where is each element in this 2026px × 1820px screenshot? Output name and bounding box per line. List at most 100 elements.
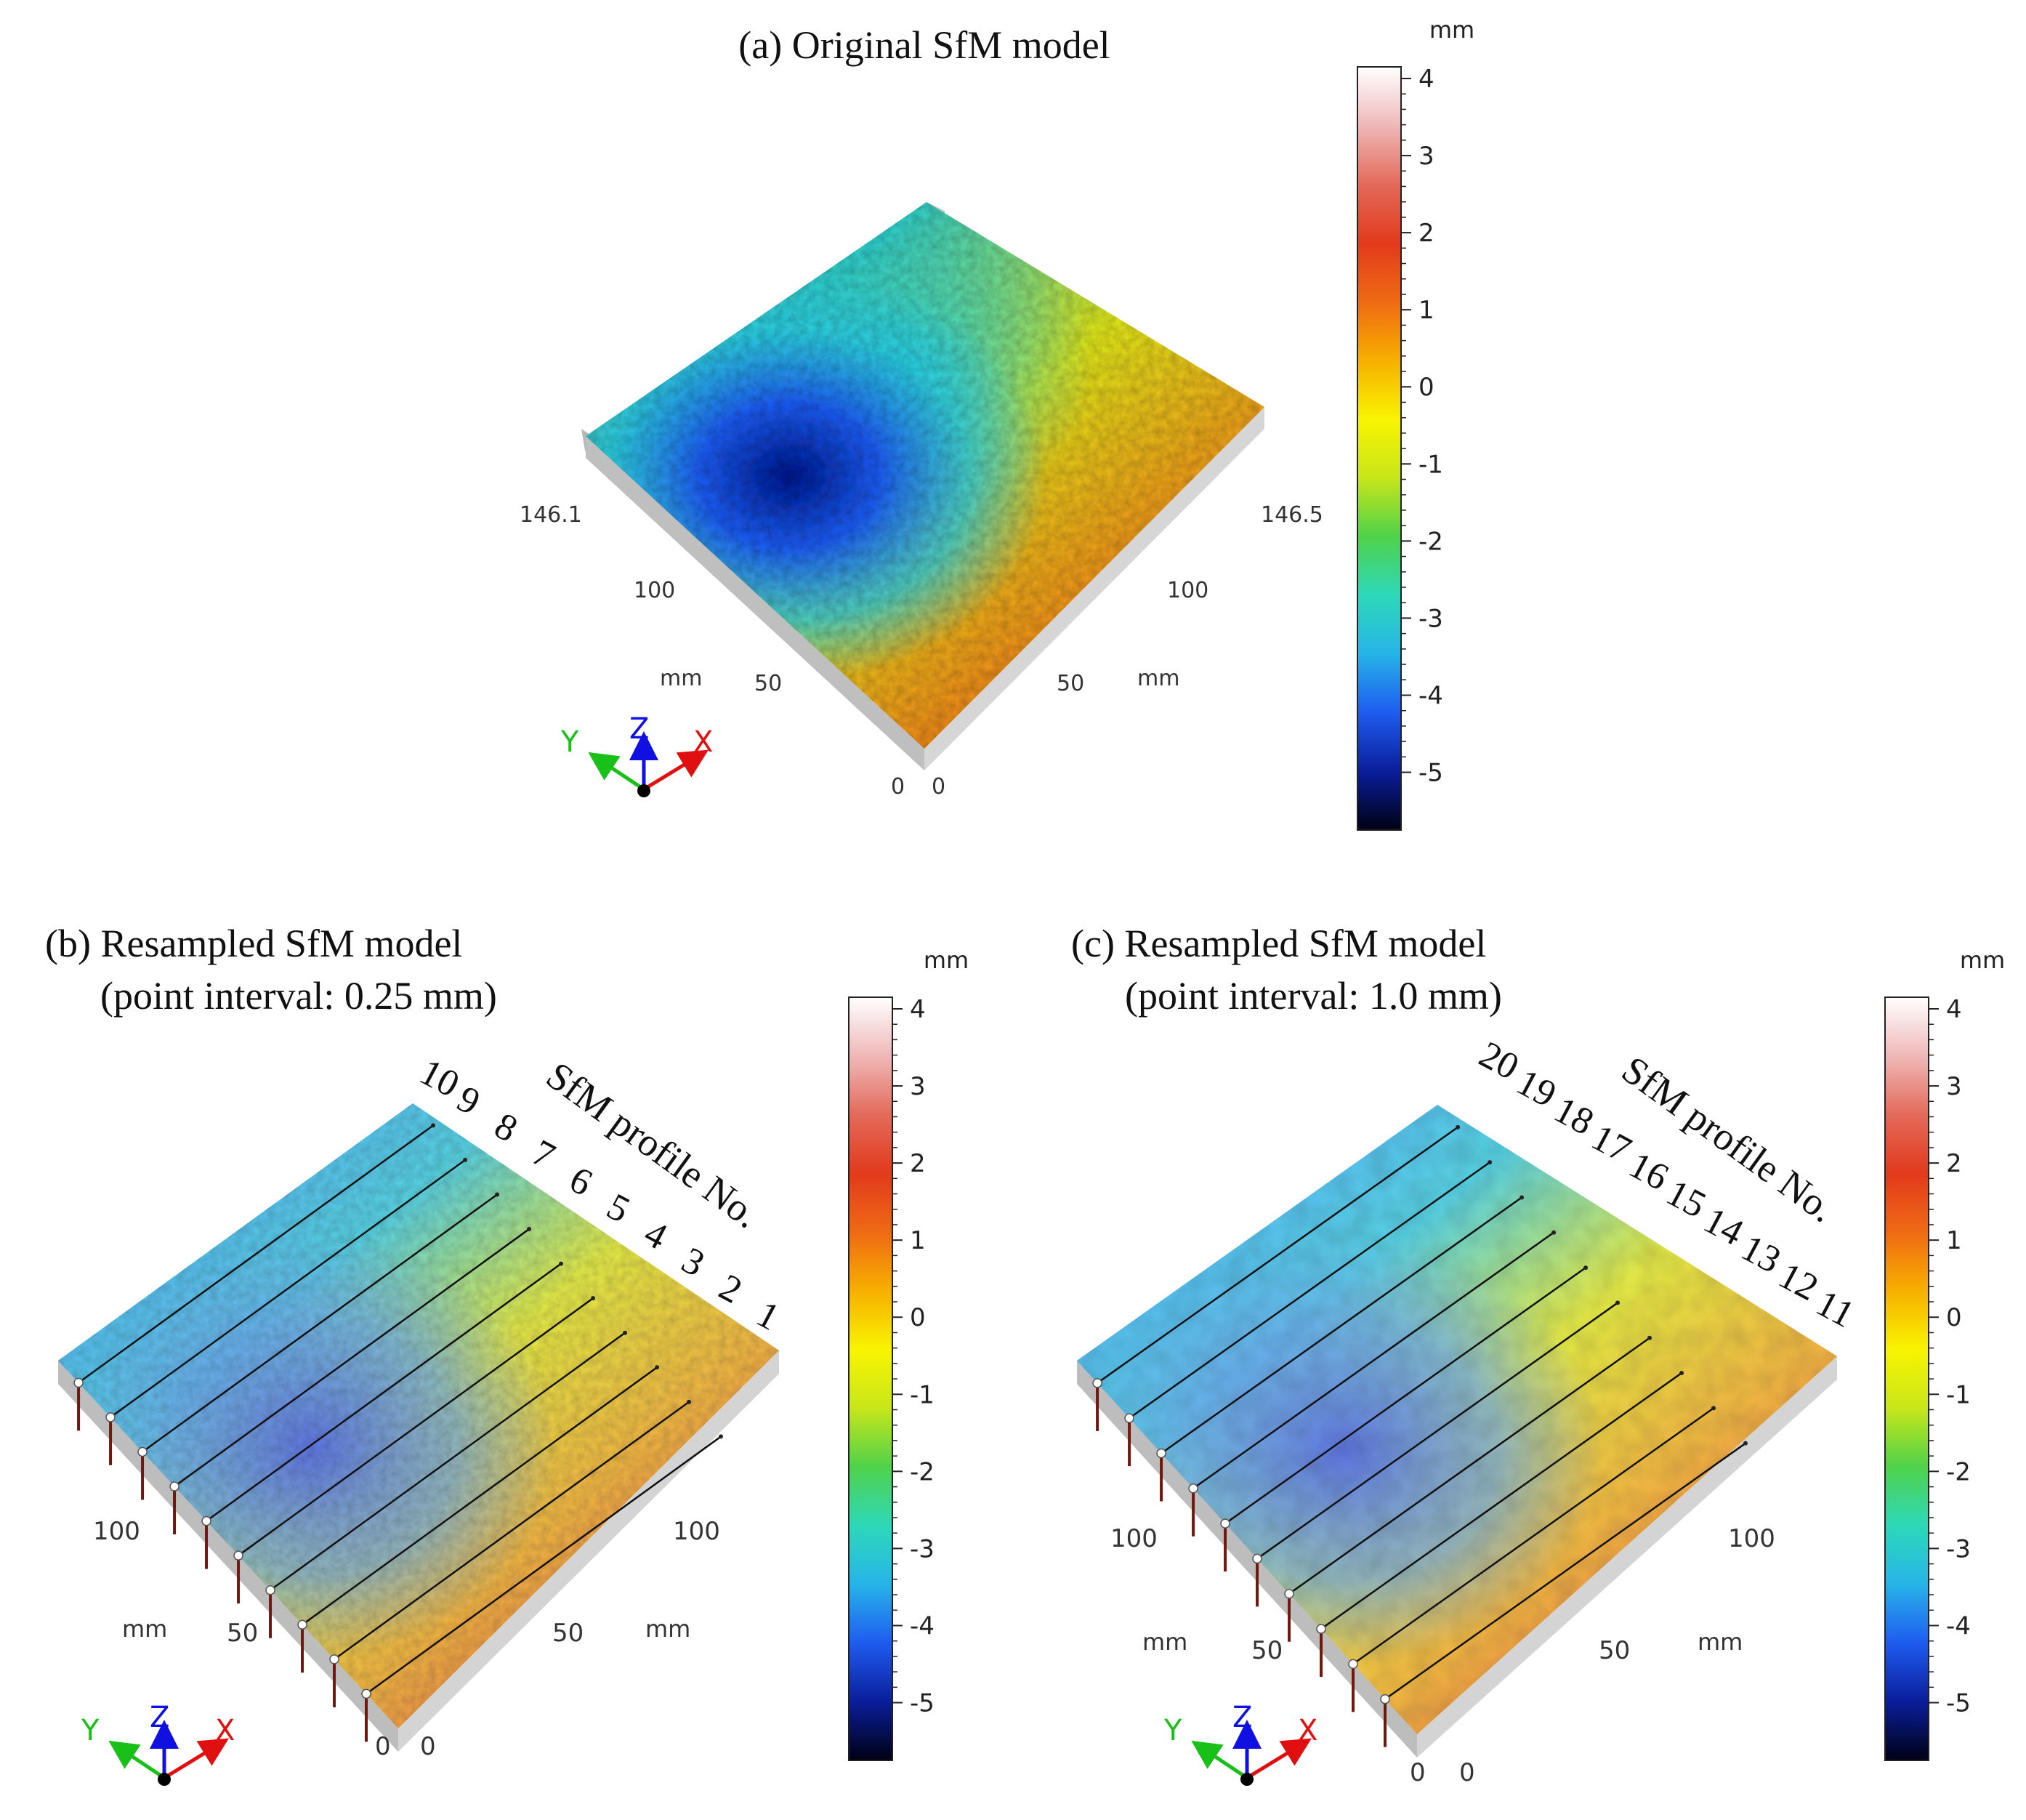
profile-line bbox=[1384, 1442, 1746, 1700]
panel-b-side-right bbox=[398, 1350, 779, 1752]
profile-end-dot bbox=[1679, 1371, 1684, 1376]
profile-end-dot bbox=[1743, 1441, 1748, 1446]
profile-number: 13 bbox=[1735, 1227, 1788, 1281]
profile-end-dot bbox=[591, 1296, 596, 1301]
surface-axis-tick-label: 100 bbox=[1110, 1524, 1158, 1553]
panel-b-title-line2: (point interval: 0.25 mm) bbox=[100, 974, 497, 1018]
surface-axis-tick-label: 50 bbox=[1251, 1636, 1283, 1665]
surface-axis-tick-label: 50 bbox=[754, 671, 782, 696]
profile-end-dot bbox=[1551, 1230, 1557, 1235]
profile-marker-head bbox=[1380, 1694, 1390, 1704]
y-axis-arrow bbox=[108, 1740, 166, 1780]
profile-line bbox=[78, 1124, 434, 1384]
profile-end-dot bbox=[1520, 1195, 1525, 1200]
panel-c-title-line1: (c) Resampled SfM model bbox=[1071, 922, 1486, 965]
panel-b: (b) Resampled SfM model (point interval:… bbox=[45, 922, 969, 1786]
axis-origin bbox=[1240, 1773, 1254, 1786]
z-axis-label: Z bbox=[150, 1701, 169, 1734]
profile-marker-head bbox=[329, 1654, 339, 1664]
colorbar-tick-label: -1 bbox=[1946, 1380, 1971, 1409]
x-axis-arrow bbox=[1246, 1738, 1312, 1780]
profile-end-dot bbox=[1488, 1160, 1493, 1165]
profile-marker-head bbox=[265, 1585, 275, 1595]
profile-end-dot bbox=[1711, 1406, 1716, 1411]
colorbar-tick-label: 1 bbox=[1946, 1226, 1962, 1255]
panel-a-colorbar bbox=[1357, 66, 1402, 831]
profile-number: 2 bbox=[712, 1266, 748, 1312]
profile-line bbox=[302, 1366, 658, 1626]
profile-number: 4 bbox=[637, 1212, 674, 1258]
profile-line bbox=[366, 1436, 722, 1695]
z-axis-label: Z bbox=[629, 712, 649, 746]
colorbar-tick-label: 2 bbox=[1946, 1149, 1962, 1178]
panel-a-colorbar-unit: mm bbox=[1429, 16, 1474, 44]
profile-line bbox=[334, 1401, 690, 1660]
colorbar-tick-label: -1 bbox=[910, 1380, 935, 1409]
y-axis-arrow bbox=[1191, 1740, 1248, 1780]
panel-b-surface bbox=[58, 1103, 779, 1752]
panel-a-side-right bbox=[924, 407, 1264, 770]
profile-line bbox=[1161, 1196, 1522, 1454]
surface-axis-tick-label: 100 bbox=[634, 578, 675, 603]
profile-number: 5 bbox=[600, 1185, 637, 1231]
panel-b-colorbar bbox=[848, 996, 893, 1761]
axis-origin bbox=[637, 784, 650, 797]
colorbar-tick-label: -5 bbox=[910, 1689, 935, 1718]
colorbar-tick-label: 4 bbox=[1418, 65, 1434, 94]
profile-marker-head bbox=[1188, 1483, 1198, 1494]
x-axis-arrow bbox=[642, 749, 709, 792]
profile-marker-head bbox=[201, 1515, 211, 1526]
panel-b-profile-label: SfM profile No. bbox=[538, 1053, 768, 1236]
profile-marker-head bbox=[361, 1688, 371, 1699]
profile-end-dot bbox=[1456, 1124, 1461, 1130]
colorbar-tick-label: 3 bbox=[910, 1072, 926, 1101]
profile-number: 7 bbox=[525, 1132, 562, 1177]
panel-c-side-right bbox=[1417, 1356, 1837, 1757]
surface-axis-tick-label: 50 bbox=[552, 1619, 584, 1648]
profile-number: 8 bbox=[488, 1105, 524, 1151]
profile-marker-head bbox=[233, 1550, 243, 1561]
profile-line bbox=[206, 1263, 562, 1522]
colorbar-tick-label: -2 bbox=[910, 1457, 935, 1486]
profile-end-dot bbox=[1647, 1335, 1652, 1340]
profile-line bbox=[1288, 1337, 1650, 1595]
profile-marker-head bbox=[297, 1619, 307, 1630]
colorbar-tick-label: -5 bbox=[1946, 1689, 1971, 1718]
colorbar-tick-label: 3 bbox=[1946, 1072, 1962, 1101]
profile-marker-head bbox=[169, 1481, 179, 1491]
profile-line bbox=[270, 1332, 626, 1591]
colorbar-tick-label: -3 bbox=[1418, 604, 1443, 633]
colorbar-tick-label: -1 bbox=[1418, 450, 1443, 479]
panel-c: (c) Resampled SfM model (point interval:… bbox=[1071, 922, 2005, 1787]
profile-marker-head bbox=[1156, 1448, 1166, 1459]
profile-line bbox=[174, 1228, 530, 1488]
x-axis-arrow bbox=[163, 1738, 230, 1780]
surface-axis-tick-label: 0 bbox=[1410, 1758, 1426, 1787]
colorbar-tick-label: 4 bbox=[910, 995, 926, 1024]
profile-line bbox=[1320, 1372, 1682, 1630]
colorbar-tick-label: 2 bbox=[910, 1149, 926, 1178]
axis-origin bbox=[158, 1773, 171, 1786]
panel-c-surface bbox=[1077, 1105, 1837, 1757]
z-axis-label: Z bbox=[1232, 1701, 1252, 1734]
profile-number: 1 bbox=[750, 1293, 786, 1339]
profile-line bbox=[238, 1297, 594, 1557]
surface-axis-tick-label: 0 bbox=[891, 774, 905, 800]
profile-end-dot bbox=[527, 1227, 532, 1232]
profile-end-dot bbox=[655, 1365, 660, 1370]
x-axis-label: X bbox=[1298, 1714, 1317, 1747]
profile-number: 18 bbox=[1547, 1089, 1600, 1143]
panel-c-right-unit: mm bbox=[1698, 1628, 1743, 1656]
panel-b-colorbar-unit: mm bbox=[924, 946, 969, 974]
profile-marker-head bbox=[1252, 1553, 1262, 1564]
profile-line bbox=[1256, 1302, 1618, 1560]
profile-number: 17 bbox=[1585, 1116, 1638, 1171]
surface-axis-tick-label: 100 bbox=[1167, 578, 1208, 603]
colorbar-tick-label: 2 bbox=[1418, 219, 1434, 248]
colorbar-tick-label: 0 bbox=[1418, 373, 1434, 402]
panel-a-side-left bbox=[586, 436, 924, 770]
panel-c-profile-label: SfM profile No. bbox=[1614, 1047, 1844, 1231]
profile-end-dot bbox=[495, 1192, 500, 1197]
profile-number: 19 bbox=[1510, 1061, 1563, 1116]
